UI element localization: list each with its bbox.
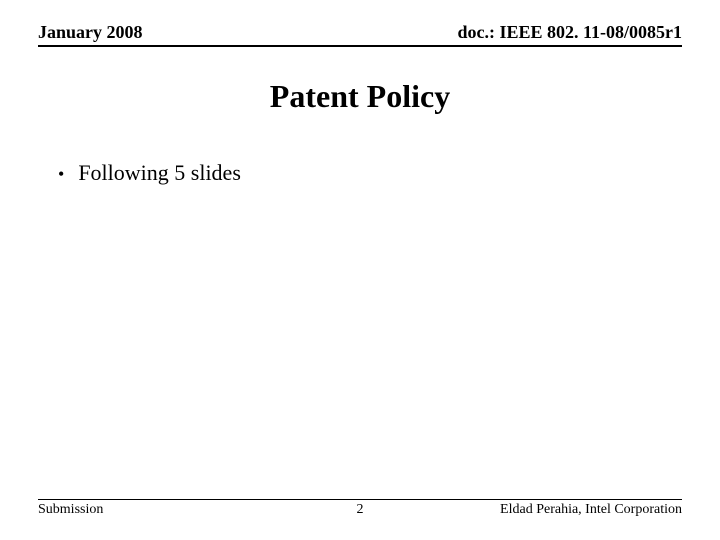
slide-header: January 2008 doc.: IEEE 802. 11-08/0085r… [38,22,682,47]
slide-footer: Submission 2 Eldad Perahia, Intel Corpor… [38,499,682,518]
bullet-text: Following 5 slides [78,160,241,186]
footer-page-number: 2 [357,502,364,518]
header-date: January 2008 [38,22,143,43]
bullet-item: • Following 5 slides [58,160,662,186]
bullet-marker: • [58,165,64,183]
footer-left: Submission [38,502,103,518]
header-doc-id: doc.: IEEE 802. 11-08/0085r1 [457,22,682,43]
slide-title: Patent Policy [0,78,720,115]
footer-author: Eldad Perahia, Intel Corporation [500,502,682,518]
slide-body: • Following 5 slides [58,160,662,186]
